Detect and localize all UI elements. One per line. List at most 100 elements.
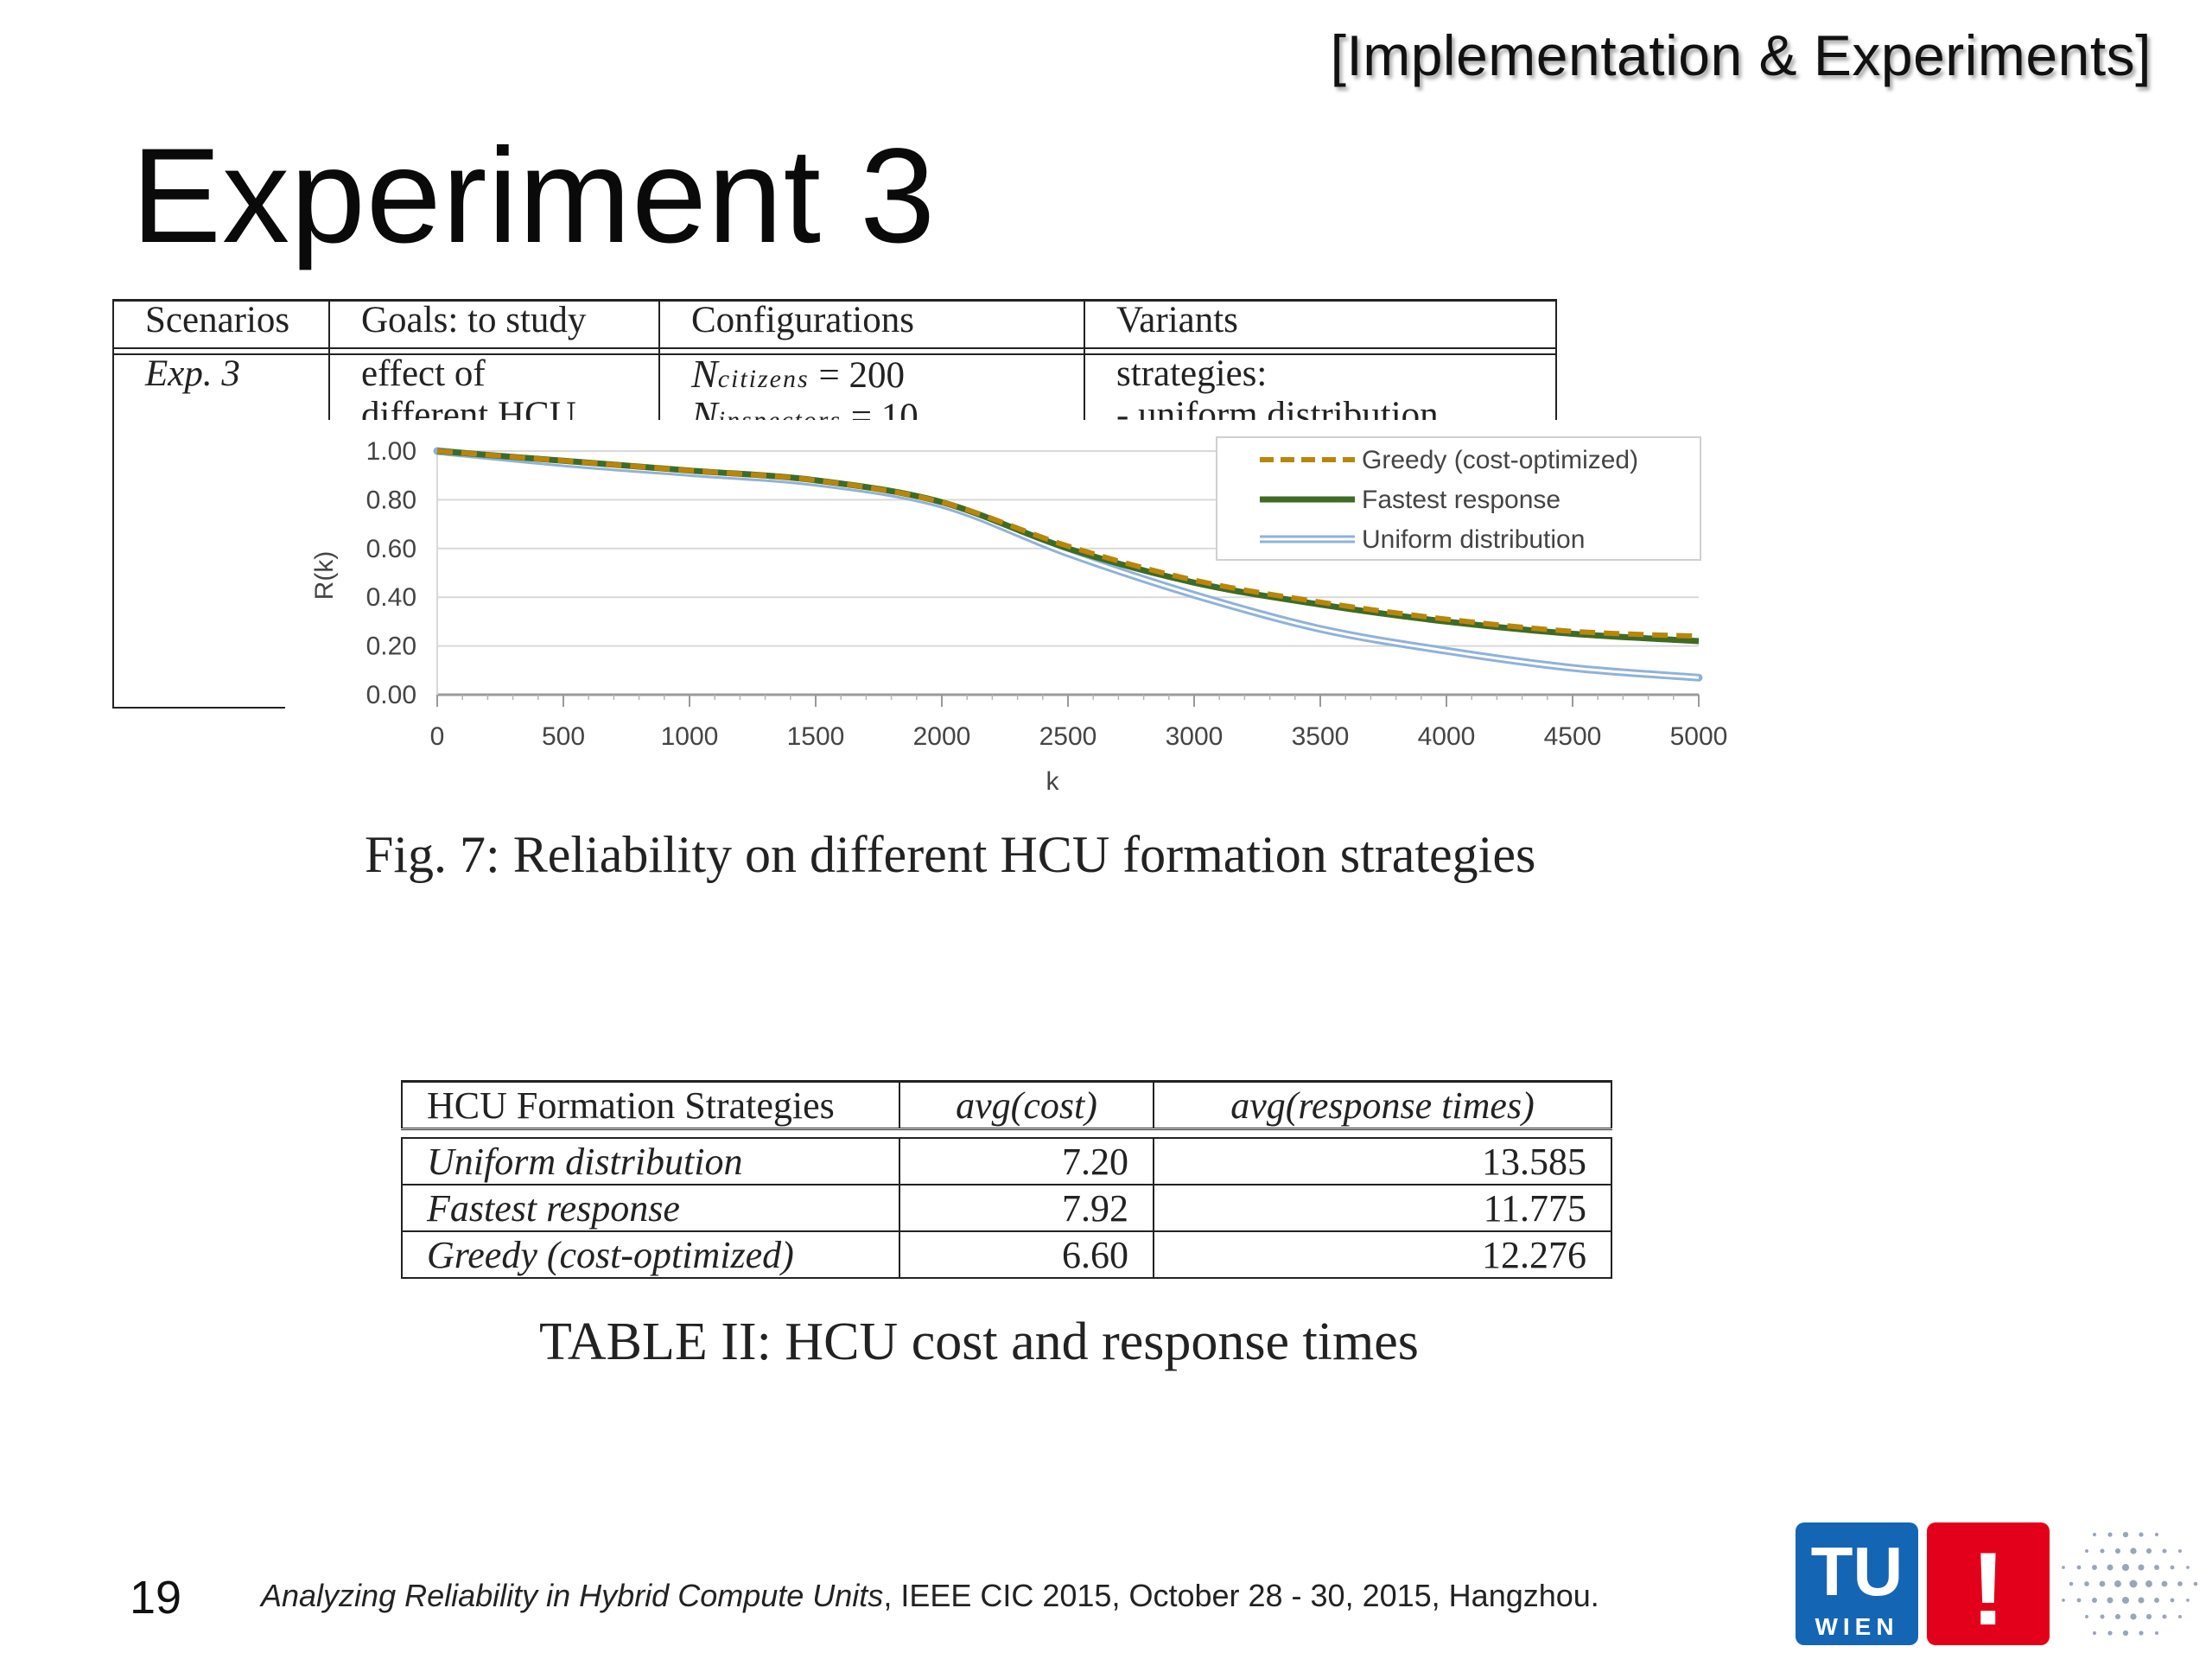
logo-dot (2062, 1566, 2065, 1569)
y-tick-label: 1.00 (366, 437, 416, 466)
logo-dot (2177, 1581, 2183, 1586)
config-value: = 200 (818, 355, 905, 396)
response-cell: 13.585 (1153, 1137, 1612, 1185)
logo-dot (2154, 1598, 2159, 1603)
results-table: HCU Formation Strategies avg(cost) avg(r… (401, 1080, 1612, 1279)
results-header-cost: avg(cost) (899, 1080, 1154, 1130)
logo-dot (2129, 1580, 2138, 1588)
y-axis-label: R(k) (310, 551, 339, 601)
header-configurations: Configurations (691, 300, 914, 340)
strategy-cell: Fastest response (401, 1185, 900, 1232)
y-tick-label: 0.20 (366, 632, 416, 661)
logo-dot (2107, 1597, 2113, 1604)
config-subscript: citizens (717, 365, 810, 393)
logo-tu-text: TU (1811, 1533, 1904, 1610)
x-tick-label: 0 (430, 722, 445, 751)
logo-dot (2107, 1630, 2113, 1636)
logo-dot (2178, 1549, 2182, 1553)
logo-dot (2114, 1580, 2121, 1587)
logo-dot (2076, 1565, 2082, 1570)
logo-dot (2138, 1597, 2145, 1604)
scenario-value: Exp. 3 (145, 353, 240, 394)
footer-rest: , IEEE CIC 2015, October 28 - 30, 2015, … (883, 1578, 1599, 1613)
legend-label-fastest-response: Fastest response (1362, 486, 1560, 514)
x-tick-label: 1000 (661, 722, 719, 751)
logo-dot (2062, 1599, 2065, 1602)
logo-wien-text: WIEN (1815, 1613, 1898, 1640)
x-tick-label: 4500 (1544, 722, 1602, 751)
y-tick-label: 0.00 (366, 681, 416, 709)
chart-legend: Greedy (cost-optimized) Fastest response U… (1216, 436, 1701, 561)
logo-dot (2069, 1581, 2074, 1586)
logo-dot (2186, 1599, 2190, 1602)
x-tick-label: 500 (542, 722, 585, 751)
logo-dot (2084, 1581, 2089, 1586)
slide-number: 19 (130, 1572, 182, 1624)
logo-dot (2178, 1615, 2182, 1618)
x-tick-label: 1500 (787, 722, 845, 751)
logo-dot (2100, 1614, 2105, 1619)
logo-dot (2161, 1580, 2168, 1587)
x-tick-label: 3000 (1166, 722, 1224, 751)
logo-dot (2114, 1548, 2121, 1554)
x-tick-label: 4000 (1418, 722, 1476, 751)
logo-dot-pattern (2062, 1531, 2198, 1637)
x-tick-label: 5000 (1670, 722, 1728, 751)
logo-dot (2092, 1630, 2097, 1636)
table-caption: TABLE II: HCU cost and response times (539, 1313, 1419, 1371)
logo-dot (2085, 1615, 2088, 1618)
table-row: Fastest response 7.92 11.775 (401, 1185, 1612, 1232)
footer-title: Analyzing Reliability in Hybrid Compute … (261, 1578, 884, 1613)
logo-dot (2076, 1598, 2082, 1603)
logo-dot (2121, 1596, 2130, 1605)
header-variants: Variants (1116, 300, 1238, 340)
logo-dot (2085, 1549, 2088, 1553)
strategy-cell: Uniform distribution (401, 1137, 900, 1185)
x-tick-label: 2000 (913, 722, 971, 751)
logo-dot (2107, 1564, 2113, 1571)
variants-line-1: strategies: (1116, 353, 1268, 394)
logo-dot (2122, 1630, 2129, 1637)
y-tick-label: 0.60 (366, 535, 416, 563)
x-tick-label: 3500 (1292, 722, 1350, 751)
strategy-cell: Greedy (cost-optimized) (401, 1231, 900, 1279)
results-header-strategies: HCU Formation Strategies (401, 1080, 900, 1130)
cost-cell: 7.92 (899, 1185, 1154, 1232)
series-line-greedy-cost-optimized (436, 448, 1700, 639)
logo-dot (2162, 1548, 2167, 1554)
logo-dot (2154, 1630, 2159, 1636)
y-tick-label: 0.80 (366, 486, 416, 514)
logo-dot (2193, 1581, 2198, 1586)
logo-dot (2170, 1598, 2175, 1603)
response-cell: 11.775 (1153, 1185, 1612, 1232)
x-axis-label: k (1046, 767, 1060, 796)
logo-dot (2100, 1548, 2105, 1554)
footer-citation: Analyzing Reliability in Hybrid Compute … (261, 1578, 1599, 1614)
tu-wien-logo: TU WIEN ! (1796, 1522, 2198, 1647)
legend-label-greedy-cost-optimized: Greedy (cost-optimized) (1362, 446, 1638, 474)
logo-dot (2130, 1613, 2137, 1620)
logo-dot (2130, 1548, 2137, 1554)
response-cell: 12.276 (1153, 1231, 1612, 1279)
header-goals: Goals: to study (361, 300, 587, 340)
logo-dot (2145, 1548, 2152, 1554)
reliability-chart: 0.00 0.20 0.40 0.60 0.80 1.00 0 500 1000 1500 200… (285, 420, 1737, 817)
logo-dot (2162, 1614, 2167, 1619)
page-title: Experiment 3 (131, 121, 937, 271)
logo-dot (2139, 1630, 2144, 1636)
logo-dot (2145, 1613, 2152, 1620)
logo-dot (2138, 1564, 2145, 1571)
logo-dot (2107, 1532, 2113, 1537)
logo-dot (2170, 1565, 2175, 1570)
config-line-1: Ncitizens = 200 (691, 351, 905, 397)
figure-caption-text: Fig. 7: Reliability on different HCU for… (365, 826, 1536, 883)
logo-dot (2154, 1565, 2159, 1570)
config-symbol: N (691, 352, 718, 396)
section-tag: [Implementation & Experiments] (1330, 23, 2152, 87)
x-tick-label: 2500 (1039, 722, 1097, 751)
logo-blue-square (1796, 1522, 1918, 1645)
logo-exclamation: ! (1971, 1531, 2005, 1647)
cost-cell: 6.60 (899, 1231, 1154, 1279)
results-header-response: avg(response times) (1153, 1080, 1612, 1130)
